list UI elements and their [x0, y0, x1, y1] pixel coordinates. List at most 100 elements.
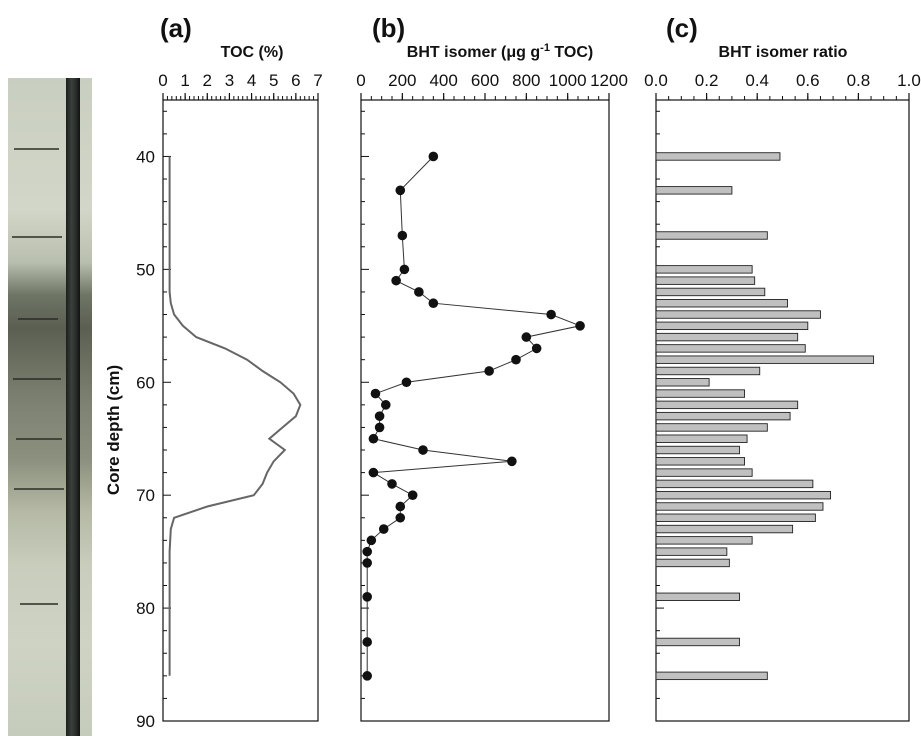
bht-data-point [507, 456, 517, 467]
panel-c-axis-title: BHT isomer ratio [719, 44, 848, 61]
panel-a-frame [162, 99, 319, 722]
bht-data-point [366, 535, 377, 546]
ratio-bar [655, 389, 746, 398]
bht-data-point [395, 185, 406, 196]
ratio-bar [655, 152, 781, 161]
bht-data-point [407, 490, 418, 500]
panel-c-label: (c) [666, 13, 698, 43]
x-tick-label: 800 [512, 71, 540, 90]
bht-data-point [370, 388, 381, 399]
panel-a-plot: 0 1 2 3 4 5 6 7 40 50 60 70 80 90 [136, 71, 323, 731]
ratio-bar [655, 490, 832, 500]
ratio-bar [655, 276, 756, 285]
x-tick-label: 0 [158, 71, 167, 90]
x-tick-label: 1200 [590, 71, 628, 90]
bht-data-point [521, 332, 532, 342]
y-tick-label: 40 [136, 147, 155, 166]
x-tick-label: 0.6 [796, 71, 820, 90]
bht-data-point [395, 512, 406, 523]
bht-data-point [401, 377, 412, 388]
ratio-bar [655, 265, 753, 274]
bht-data-point [395, 501, 406, 512]
ratio-bar [655, 558, 730, 568]
x-tick-label: 3 [225, 71, 234, 90]
bht-data-point [362, 558, 373, 568]
core-photo [8, 78, 92, 736]
bht-data-point [428, 151, 439, 162]
x-tick-label: 5 [269, 71, 278, 90]
ratio-bar [655, 299, 789, 308]
bht-data-point [381, 400, 391, 410]
toc-profile-line [168, 156, 302, 676]
x-tick-label: 1 [180, 71, 189, 90]
x-tick-label: 400 [429, 71, 457, 90]
ratio-bar [655, 400, 799, 410]
ratio-bar [655, 524, 794, 534]
ratio-bar [655, 468, 753, 477]
ratio-bar [655, 479, 814, 489]
panel-b-axis-title: BHT isomer (μg g-1 TOC) [407, 42, 593, 61]
bht-data-point [397, 230, 408, 241]
bht-data-point [368, 467, 379, 478]
x-tick-label: 0.2 [695, 71, 719, 90]
x-tick-label: 600 [471, 71, 499, 90]
x-tick-label: 1000 [549, 71, 587, 90]
ratio-bar [655, 502, 824, 511]
y-axis-title: Core depth (cm) [104, 365, 123, 495]
y-tick-label: 60 [136, 373, 155, 392]
x-tick-label: 2 [203, 71, 212, 90]
bht-data-point [362, 546, 373, 557]
bht-data-point [414, 287, 424, 297]
ratio-bar [655, 366, 761, 376]
x-tick-label: 6 [291, 71, 300, 90]
y-tick-label: 90 [136, 712, 155, 731]
bht-data-point [368, 433, 379, 444]
panel-a-label: (a) [160, 13, 192, 43]
bht-data-point [428, 298, 439, 309]
ratio-bar [655, 378, 710, 387]
ratio-bar [655, 186, 733, 195]
ratio-bar [655, 434, 748, 443]
ratio-bar [655, 423, 768, 432]
x-tick-label: 7 [313, 71, 322, 90]
bht-data-point [387, 479, 397, 489]
bht-data-point [418, 445, 428, 455]
panel-b-plot: 0 200 400 600 800 1000 1200 [356, 71, 628, 722]
x-tick-label: 4 [247, 71, 256, 90]
panel-a-axis-title: TOC (%) [221, 44, 284, 61]
x-tick-label: 1.0 [897, 71, 921, 90]
ratio-bar [655, 457, 746, 466]
x-tick-label: 200 [388, 71, 416, 90]
ratio-bar [655, 513, 816, 522]
bht-data-point [362, 637, 373, 647]
bht-data-point [374, 422, 385, 433]
ratio-bar [655, 287, 766, 297]
ratio-bar [655, 411, 791, 421]
y-tick-label: 50 [136, 260, 155, 279]
ratio-bar [655, 321, 809, 331]
bht-data-point [399, 264, 410, 275]
x-tick-label: 0 [356, 71, 365, 90]
bht-data-point [391, 275, 401, 286]
bht-data-point [575, 321, 585, 331]
ratio-bar [655, 592, 740, 601]
bht-data-point [531, 343, 542, 354]
bht-data-point [362, 671, 373, 681]
ratio-bar [655, 445, 740, 455]
bht-data-point [484, 366, 494, 376]
ratio-bar [655, 671, 768, 681]
ratio-bar [655, 231, 768, 240]
bht-data-point [362, 592, 373, 602]
panel-b-label: (b) [372, 13, 405, 43]
x-tick-label: 0.4 [745, 71, 769, 90]
ratio-bar [655, 637, 740, 647]
y-tick-label: 70 [136, 486, 155, 505]
y-tick-label: 80 [136, 599, 155, 618]
x-tick-label: 0.0 [644, 71, 668, 90]
bht-data-point [374, 411, 385, 421]
ratio-bar [655, 332, 799, 342]
ratio-bar [655, 536, 753, 545]
panel-c-plot: 0.0 0.2 0.4 0.6 0.8 1.0 [644, 71, 921, 722]
ratio-bar [655, 310, 821, 319]
